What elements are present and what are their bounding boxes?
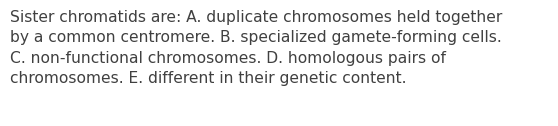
Text: Sister chromatids are: A. duplicate chromosomes held together
by a common centro: Sister chromatids are: A. duplicate chro… [10,10,502,86]
